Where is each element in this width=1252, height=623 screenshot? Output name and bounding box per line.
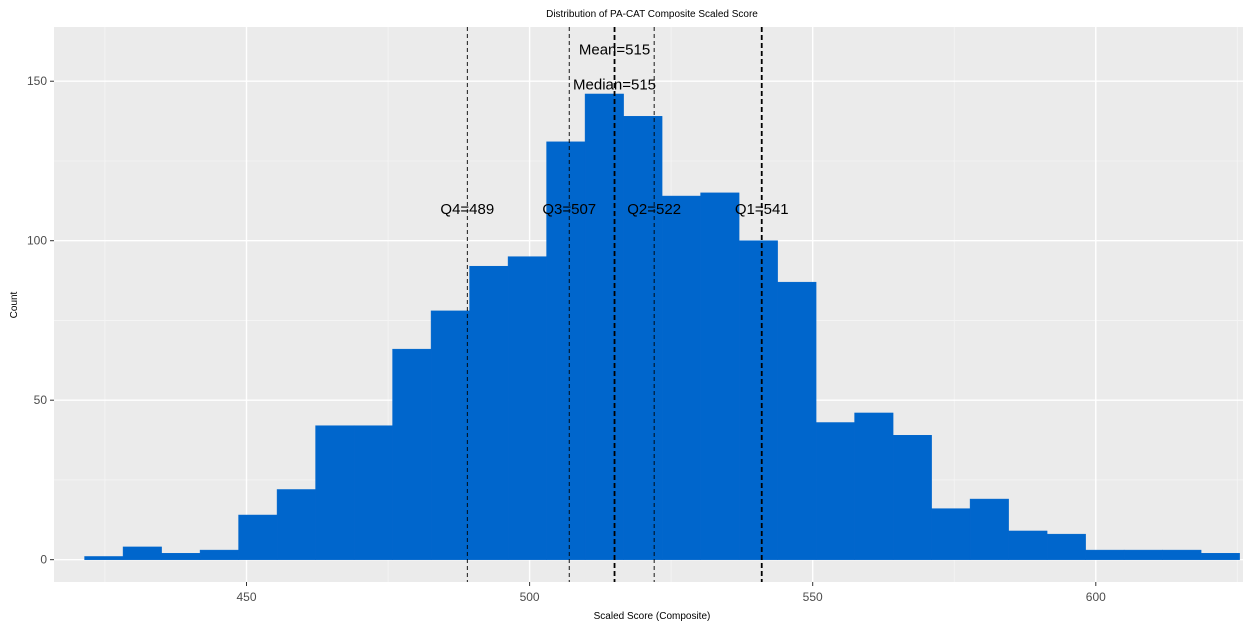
reference-label: Q1=541 (735, 201, 789, 218)
y-tick-label: 0 (40, 553, 47, 567)
x-tick-label: 500 (520, 590, 540, 604)
y-tick-label: 150 (27, 74, 47, 88)
histogram-bar (393, 349, 432, 560)
histogram-bar (1124, 550, 1163, 560)
histogram-bar (855, 413, 894, 560)
histogram-bar (778, 282, 817, 560)
histogram-bar (1086, 550, 1125, 560)
x-tick-label: 450 (236, 590, 256, 604)
histogram-bar (200, 550, 239, 560)
histogram-bar (970, 499, 1009, 560)
x-axis-title: Scaled Score (Composite) (594, 611, 711, 622)
y-axis-title: Count (9, 291, 20, 318)
histogram-bar (470, 266, 509, 559)
histogram-bar (431, 311, 470, 560)
histogram-bar (701, 193, 740, 560)
reference-label: Q2=522 (627, 201, 681, 218)
reference-label: Median=515 (573, 76, 656, 93)
reference-label: Q4=489 (440, 201, 494, 218)
y-axis-ticks: 0 50 100 150 (27, 74, 54, 566)
x-axis-ticks: 450 500 550 600 (236, 582, 1106, 604)
histogram-bar (932, 509, 971, 560)
histogram-bar (123, 547, 162, 560)
histogram-bar (893, 435, 932, 559)
chart-title: Distribution of PA-CAT Composite Scaled … (546, 9, 758, 20)
reference-label: Mean=515 (579, 41, 650, 58)
reference-label: Q3=507 (542, 201, 596, 218)
x-tick-label: 600 (1086, 590, 1106, 604)
histogram-bar (1163, 550, 1202, 560)
histogram-bar (739, 241, 778, 560)
histogram-bar (585, 94, 624, 560)
histogram-bar (508, 257, 547, 560)
histogram-bar (624, 116, 663, 559)
histogram-bar (1009, 531, 1048, 560)
histogram-bar (1201, 553, 1240, 559)
y-tick-label: 50 (34, 393, 48, 407)
histogram-bar (277, 490, 316, 560)
histogram-bar (85, 556, 124, 559)
x-tick-label: 550 (803, 590, 823, 604)
histogram-bar (1047, 534, 1086, 560)
histogram-bar (816, 423, 855, 560)
histogram-bar (239, 515, 278, 560)
histogram-bar (662, 196, 701, 560)
histogram-bar (162, 553, 201, 559)
y-tick-label: 100 (27, 234, 47, 248)
histogram-bar (316, 426, 355, 560)
histogram-bar (354, 426, 393, 560)
